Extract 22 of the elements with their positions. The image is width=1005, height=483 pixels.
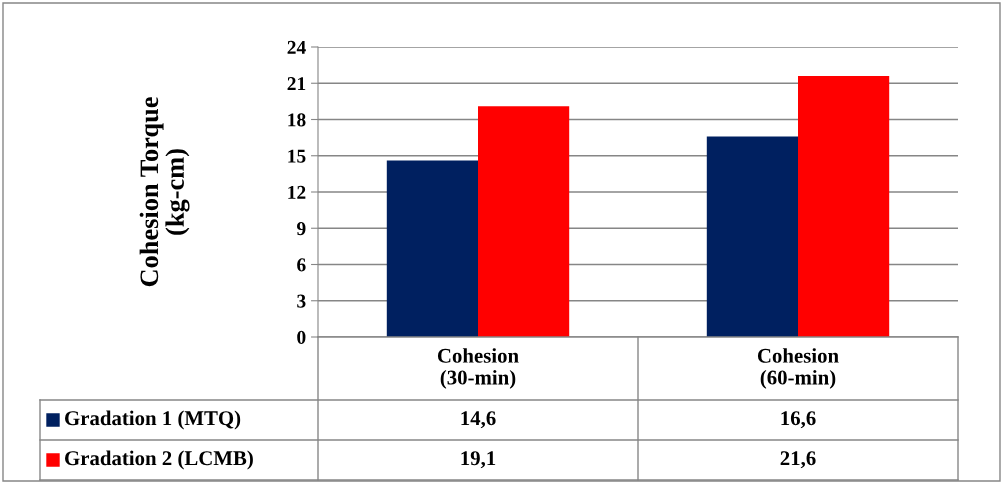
legend-label: Gradation 1 (MTQ) <box>65 410 241 430</box>
bar <box>798 76 890 337</box>
bar <box>706 136 798 337</box>
data-label: 14,6 <box>461 411 496 429</box>
bar <box>386 160 478 337</box>
data-label: 16,6 <box>781 411 816 429</box>
y-tick-label: 24 <box>287 40 306 54</box>
y-tick-label: 0 <box>297 330 306 344</box>
y-axis-title: Cohesion Torque (kg-cm) <box>139 97 190 287</box>
data-label: 21,6 <box>780 451 816 469</box>
y-tick-label: 12 <box>288 185 306 199</box>
y-tick-label: 6 <box>297 258 306 272</box>
y-tick-label: 18 <box>288 113 306 127</box>
x-tick-label: Cohesion (60-min) <box>757 348 839 389</box>
y-tick-label: 9 <box>297 222 306 236</box>
data-label: 19,1 <box>461 451 496 469</box>
legend-label: Gradation 2 (LCMB) <box>65 450 253 470</box>
x-tick-label: Cohesion (30-min) <box>437 348 519 389</box>
y-tick-label: 3 <box>297 294 306 308</box>
bar <box>478 106 570 337</box>
y-tick-label: 21 <box>287 77 306 90</box>
y-tick-label: 15 <box>288 149 306 163</box>
